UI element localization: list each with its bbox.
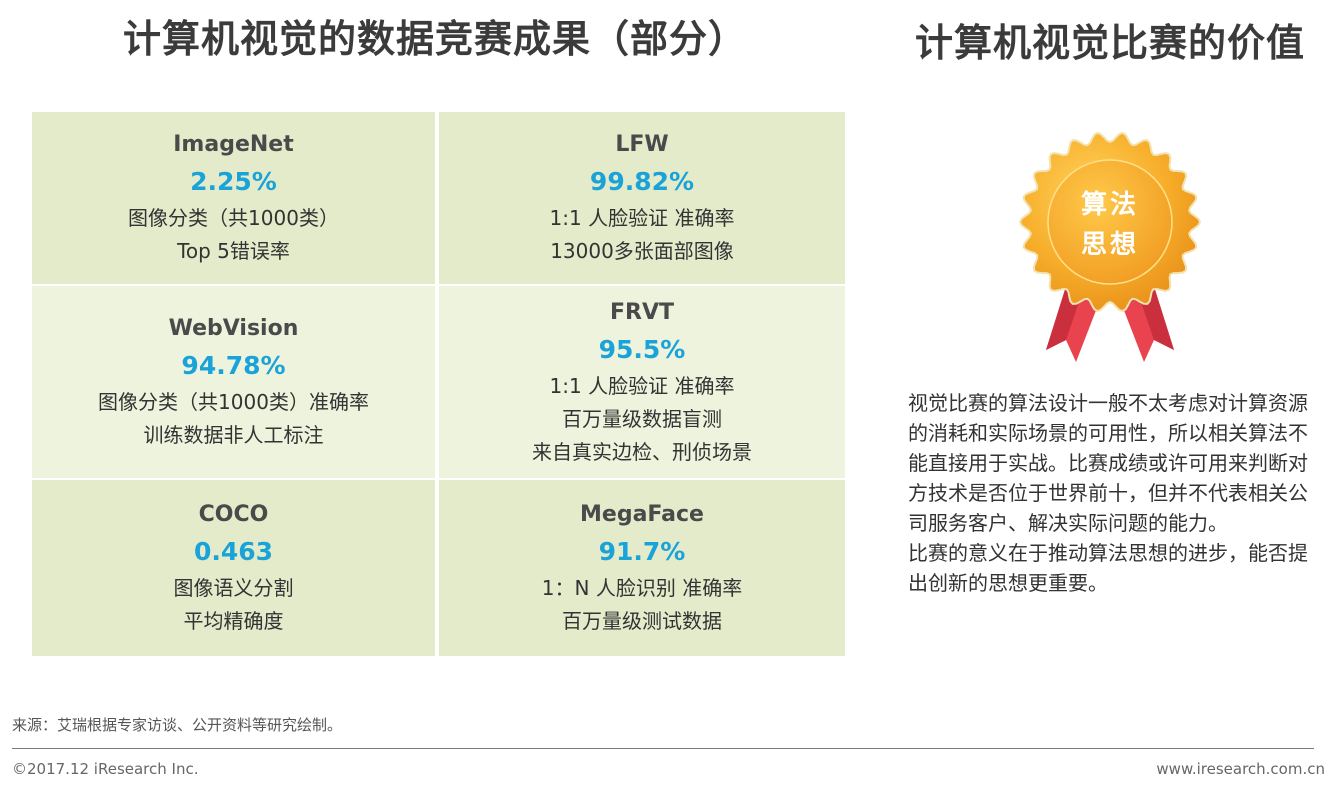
competition-results-grid: ImageNet 2.25% 图像分类（共1000类） Top 5错误率 LFW… — [32, 112, 845, 656]
badge-inner-circle — [1047, 159, 1173, 285]
competition-name: WebVision — [168, 316, 299, 341]
competition-name: ImageNet — [173, 132, 294, 157]
description-paragraph: 视觉比赛的算法设计一般不太考虑对计算资源的消耗和实际场景的可用性，所以相关算法不… — [908, 391, 1308, 535]
result-cell-frvt: FRVT 95.5% 1:1 人脸验证 准确率 百万量级数据盲测 来自真实边检、… — [439, 286, 845, 478]
competition-detail: 13000多张面部图像 — [550, 239, 734, 263]
competition-value: 91.7% — [598, 537, 686, 566]
competition-detail: 训练数据非人工标注 — [143, 423, 324, 447]
competition-detail: 百万量级测试数据 — [562, 609, 722, 633]
result-cell-lfw: LFW 99.82% 1:1 人脸验证 准确率 13000多张面部图像 — [439, 112, 845, 284]
value-description: 视觉比赛的算法设计一般不太考虑对计算资源的消耗和实际场景的可用性，所以相关算法不… — [908, 388, 1308, 598]
competition-value: 2.25% — [190, 167, 277, 196]
competition-name: FRVT — [609, 299, 674, 325]
footer-divider — [12, 748, 1314, 749]
copyright-text: ©2017.12 iResearch Inc. — [12, 760, 199, 778]
result-cell-imagenet: ImageNet 2.25% 图像分类（共1000类） Top 5错误率 — [32, 112, 435, 284]
left-section-title: 计算机视觉的数据竞赛成果（部分） — [122, 17, 747, 61]
competition-detail: 1:1 人脸验证 准确率 — [549, 206, 735, 230]
competition-detail: 图像分类（共1000类）准确率 — [98, 390, 369, 414]
competition-name: LFW — [615, 132, 669, 157]
result-cell-webvision: WebVision 94.78% 图像分类（共1000类）准确率 训练数据非人工… — [32, 286, 435, 478]
medal-label-line2: 思想 — [1080, 230, 1139, 260]
medal-label-line1: 算法 — [1080, 190, 1139, 220]
source-note: 来源：艾瑞根据专家访谈、公开资料等研究绘制。 — [12, 716, 343, 734]
competition-detail: 图像分类（共1000类） — [128, 206, 339, 230]
competition-detail: 1：N 人脸识别 准确率 — [541, 576, 743, 600]
competition-value: 99.82% — [589, 167, 695, 196]
competition-detail: 百万量级数据盲测 — [562, 406, 722, 431]
right-section-title: 计算机视觉比赛的价值 — [914, 21, 1305, 65]
website-link[interactable]: www.iresearch.com.cn — [1156, 760, 1325, 778]
competition-name: COCO — [198, 502, 269, 527]
competition-value: 94.78% — [181, 351, 286, 380]
competition-detail: Top 5错误率 — [177, 239, 290, 263]
competition-detail: 平均精确度 — [183, 609, 284, 633]
result-cell-megaface: MegaFace 91.7% 1：N 人脸识别 准确率 百万量级测试数据 — [439, 480, 845, 656]
result-cell-coco: COCO 0.463 图像语义分割 平均精确度 — [32, 480, 435, 656]
medal-label: 算法 思想 — [1050, 185, 1170, 265]
competition-name: MegaFace — [580, 502, 704, 527]
competition-detail: 图像语义分割 — [173, 576, 294, 600]
description-paragraph: 比赛的意义在于推动算法思想的进步，能否提出创新的思想更重要。 — [908, 541, 1308, 595]
competition-detail: 1:1 人脸验证 准确率 — [549, 373, 735, 398]
competition-value: 0.463 — [193, 537, 274, 566]
competition-value: 95.5% — [598, 334, 686, 364]
award-medal-icon — [1018, 131, 1202, 362]
competition-detail: 来自真实边检、刑侦场景 — [532, 439, 752, 464]
